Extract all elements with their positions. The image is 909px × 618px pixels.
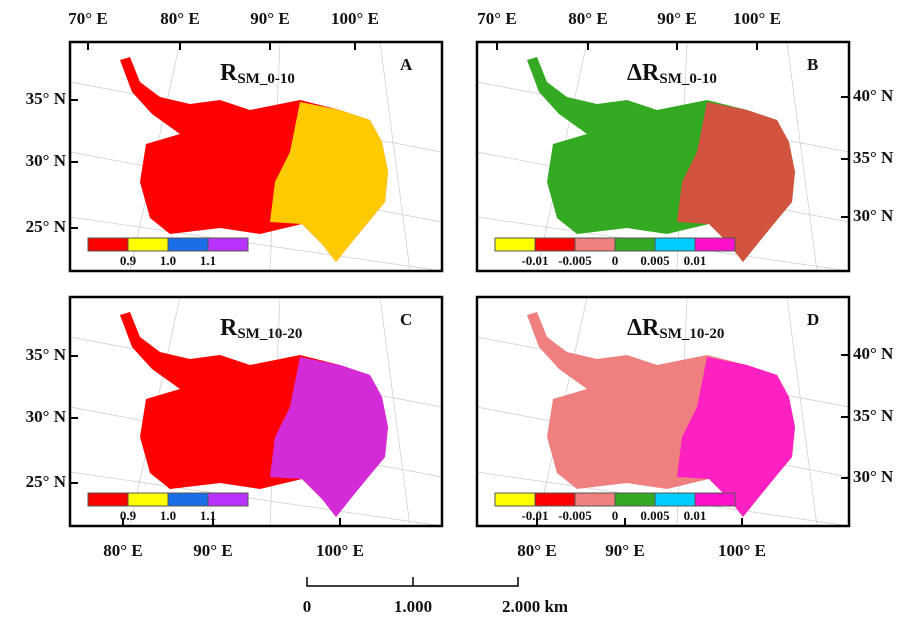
legend-swatch — [654, 237, 696, 252]
lat-label: 35° N — [853, 148, 894, 167]
title-sub: SM_10-20 — [659, 326, 724, 342]
east-region — [677, 357, 795, 517]
legend-swatch — [694, 492, 736, 507]
panel-letter: B — [807, 55, 818, 74]
panel-title: ΔRSM_0-10 — [627, 60, 717, 88]
panel-title: RSM_0-10 — [220, 60, 295, 88]
legend-swatch — [87, 237, 129, 252]
panel-frame — [475, 295, 851, 528]
lon-label: 90° E — [193, 541, 232, 560]
legend-swatch — [167, 237, 209, 252]
legend-label: -0.01 — [521, 508, 548, 523]
legend-label: 0.01 — [684, 253, 707, 268]
title-main: ΔR — [627, 60, 660, 86]
title-main: R — [220, 315, 238, 341]
title-sub: SM_0-10 — [237, 71, 295, 87]
lon-label: 80° E — [160, 9, 199, 28]
scale-label: 2.000 km — [502, 597, 568, 616]
panel-frame — [68, 40, 444, 273]
panel-frame — [475, 40, 851, 273]
legend-label: 0 — [612, 253, 619, 268]
legend-label: 1.1 — [200, 253, 216, 268]
lon-label: 100° E — [331, 9, 379, 28]
title-main: ΔR — [627, 315, 660, 341]
lat-label: 35° N — [26, 345, 67, 364]
legend-swatch — [654, 492, 696, 507]
title-sub: SM_10-20 — [237, 326, 302, 342]
title-sub: SM_0-10 — [659, 71, 717, 87]
scale-label: 0 — [303, 597, 312, 616]
east-region — [677, 102, 795, 262]
graticule — [379, 296, 411, 527]
legend-label: -0.005 — [558, 508, 592, 523]
scale-label: 1.000 — [394, 597, 432, 616]
legend-label: 0.005 — [640, 508, 670, 523]
legend-swatch — [127, 237, 169, 252]
panel-letter: C — [400, 310, 412, 329]
lat-label: 25° N — [26, 472, 67, 491]
lat-label: 30° N — [853, 467, 894, 486]
panel-title: RSM_10-20 — [220, 315, 302, 343]
legend-label: 0 — [612, 508, 619, 523]
panel-frame — [68, 295, 444, 528]
graticule — [786, 41, 818, 272]
legend-label: 0.005 — [640, 253, 670, 268]
legend-swatch — [534, 237, 576, 252]
lon-label: 80° E — [517, 541, 556, 560]
legend-label: -0.005 — [558, 253, 592, 268]
panel-title: ΔRSM_10-20 — [627, 315, 724, 343]
lon-label: 90° E — [250, 9, 289, 28]
lat-label: 30° N — [853, 206, 894, 225]
legend-swatch — [127, 492, 169, 507]
lat-label: 30° N — [26, 407, 67, 426]
lon-label: 100° E — [316, 541, 364, 560]
map-panel: RSM_0-10 A 0.9 1.0 1.1 — [68, 40, 444, 273]
map-panel: ΔRSM_0-10 B -0.01 -0.005 0 0.005 0.01 — [475, 40, 851, 273]
lon-label: 90° E — [657, 9, 696, 28]
title-main: R — [220, 60, 238, 86]
graticule — [786, 296, 818, 527]
lon-label: 80° E — [103, 541, 142, 560]
graticule — [69, 216, 443, 272]
graticule — [69, 471, 443, 527]
lon-label: 70° E — [477, 9, 516, 28]
legend-label: 0.9 — [120, 508, 137, 523]
lat-label: 35° N — [853, 406, 894, 425]
legend-swatch — [574, 492, 616, 507]
east-region — [270, 102, 388, 262]
legend-label: 0.9 — [120, 253, 137, 268]
lon-label: 90° E — [605, 541, 644, 560]
legend-swatch — [614, 237, 656, 252]
panel-letter: D — [807, 310, 819, 329]
lat-label: 35° N — [26, 89, 67, 108]
legend-swatch — [614, 492, 656, 507]
legend-swatch — [167, 492, 209, 507]
map-panel: ΔRSM_10-20 D -0.01 -0.005 0 0.005 0.01 — [475, 295, 851, 528]
lat-label: 40° N — [853, 86, 894, 105]
legend-swatch — [574, 237, 616, 252]
legend-swatch — [694, 237, 736, 252]
legend-swatch — [494, 492, 536, 507]
legend-swatch — [207, 237, 249, 252]
lat-label: 40° N — [853, 344, 894, 363]
graticule — [379, 41, 411, 272]
legend-label: -0.01 — [521, 253, 548, 268]
legend-label: 0.01 — [684, 508, 707, 523]
legend-swatch — [207, 492, 249, 507]
lon-label: 70° E — [68, 9, 107, 28]
panel-letter: A — [400, 55, 413, 74]
legend-swatch — [534, 492, 576, 507]
lon-label: 100° E — [733, 9, 781, 28]
lat-label: 30° N — [26, 151, 67, 170]
lat-label: 25° N — [26, 217, 67, 236]
east-region — [270, 357, 388, 517]
lon-label: 80° E — [568, 9, 607, 28]
legend-label: 1.0 — [160, 508, 176, 523]
legend-label: 1.0 — [160, 253, 176, 268]
legend-swatch — [87, 492, 129, 507]
lon-label: 100° E — [718, 541, 766, 560]
legend-swatch — [494, 237, 536, 252]
